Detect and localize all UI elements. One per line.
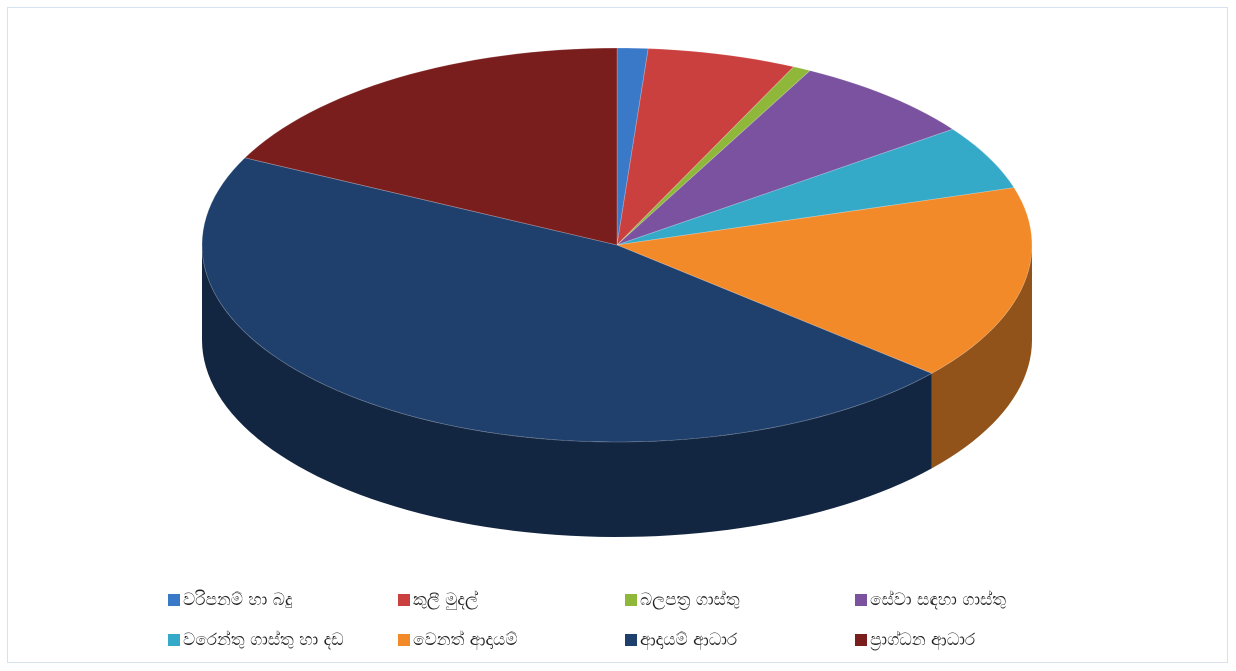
legend-item: බලපත්‍ර ගාස්තු (625, 590, 740, 610)
legend-swatch (855, 634, 867, 646)
legend-item: ප්‍රාග්ධන ආධාර (855, 630, 976, 651)
legend-swatch (398, 634, 410, 646)
pie-slice (616, 70, 954, 246)
legend-item: ආදායම් ආධාර (625, 630, 738, 651)
legend-swatch (168, 594, 180, 606)
pie-slice (244, 47, 618, 246)
slice-side (931, 245, 1032, 469)
pie-slice (616, 128, 1015, 246)
legend-label: වරෙන්තු ගාස්තු හා දඩ (183, 630, 344, 650)
legend-item: වරෙන්තු ගාස්තු හා දඩ (168, 630, 344, 650)
legend-label: බලපත්‍ර ගාස්තු (640, 590, 740, 610)
slice-side (202, 245, 932, 537)
legend-label: කුලී මුදල් (413, 590, 478, 610)
legend-item: වෙනත් ආදායම් (398, 630, 517, 651)
legend-swatch (625, 594, 637, 606)
legend-swatch (168, 634, 180, 646)
legend-swatch (855, 594, 867, 606)
legend-label: වෙනත් ආදායම් (413, 630, 517, 651)
legend-item: සේවා සඳහා ගාස්තු (855, 590, 1006, 610)
legend-label: ආදායම් ආධාර (640, 630, 738, 651)
pie-slice (615, 187, 1033, 374)
legend-item: කුලී මුදල් (398, 590, 478, 610)
legend-item: වරිපනම් හා බදු (168, 590, 293, 610)
legend-label: සේවා සඳහා ගාස්තු (870, 590, 1006, 610)
pie-slice (201, 157, 933, 443)
pie-slice (616, 48, 795, 247)
legend-swatch (398, 594, 410, 606)
legend-label: ප්‍රාග්ධන ආධාර (870, 630, 976, 651)
legend-swatch (625, 634, 637, 646)
legend-label: වරිපනම් හා බදු (183, 590, 293, 610)
